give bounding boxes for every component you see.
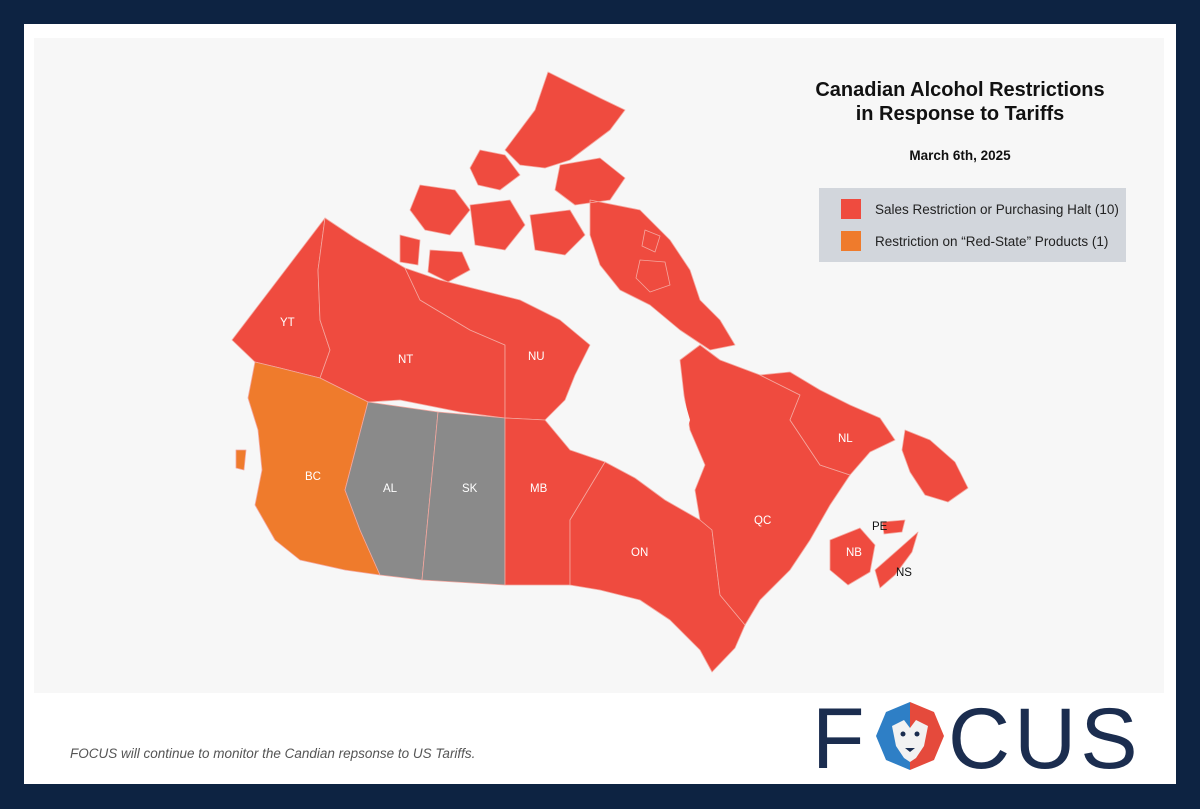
province-nt bbox=[317, 217, 506, 419]
label-pe: PE bbox=[872, 521, 888, 533]
title-line-2: in Response to Tariffs bbox=[855, 103, 1065, 125]
label-nt: NT bbox=[398, 354, 413, 366]
province-nb bbox=[829, 527, 876, 586]
map-date: March 6th, 2025 bbox=[909, 148, 1011, 163]
label-ns: NS bbox=[896, 567, 912, 579]
label-al: AL bbox=[383, 483, 398, 495]
label-yt: YT bbox=[280, 317, 295, 329]
province-yt bbox=[231, 217, 331, 379]
label-nb: NB bbox=[846, 547, 862, 559]
lion-head-icon bbox=[876, 702, 944, 770]
arctic-islands bbox=[399, 71, 736, 351]
label-mb: MB bbox=[530, 483, 548, 495]
logo-letters-cus: CUS bbox=[948, 698, 1142, 778]
legend: Sales Restriction or Purchasing Halt (10… bbox=[819, 188, 1126, 262]
focus-logo: F CUS bbox=[812, 698, 1142, 778]
hudson-bay bbox=[580, 365, 690, 480]
map-title: Canadian Alcohol Restrictions in Respons… bbox=[780, 78, 1140, 126]
legend-label-red-state: Restriction on “Red-State” Products (1) bbox=[875, 233, 1109, 249]
province-bc bbox=[235, 361, 381, 576]
label-qc: QC bbox=[754, 515, 771, 527]
label-nl: NL bbox=[838, 433, 853, 445]
label-nu: NU bbox=[528, 351, 545, 363]
province-nl bbox=[759, 371, 969, 503]
province-ns bbox=[874, 531, 919, 589]
legend-label-restricted: Sales Restriction or Purchasing Halt (10… bbox=[875, 201, 1119, 217]
label-sk: SK bbox=[462, 483, 478, 495]
legend-item-red-state: Restriction on “Red-State” Products (1) bbox=[841, 231, 1108, 251]
logo-letter-f: F bbox=[812, 698, 869, 778]
province-on bbox=[569, 461, 746, 673]
legend-swatch-restricted bbox=[841, 199, 861, 219]
legend-item-restricted: Sales Restriction or Purchasing Halt (10… bbox=[841, 199, 1119, 219]
province-pe bbox=[881, 519, 906, 535]
footnote: FOCUS will continue to monitor the Candi… bbox=[70, 746, 476, 761]
label-bc: BC bbox=[305, 471, 321, 483]
legend-swatch-red-state bbox=[841, 231, 861, 251]
province-nu bbox=[404, 267, 591, 421]
title-line-1: Canadian Alcohol Restrictions bbox=[815, 79, 1105, 101]
label-on: ON bbox=[631, 547, 648, 559]
